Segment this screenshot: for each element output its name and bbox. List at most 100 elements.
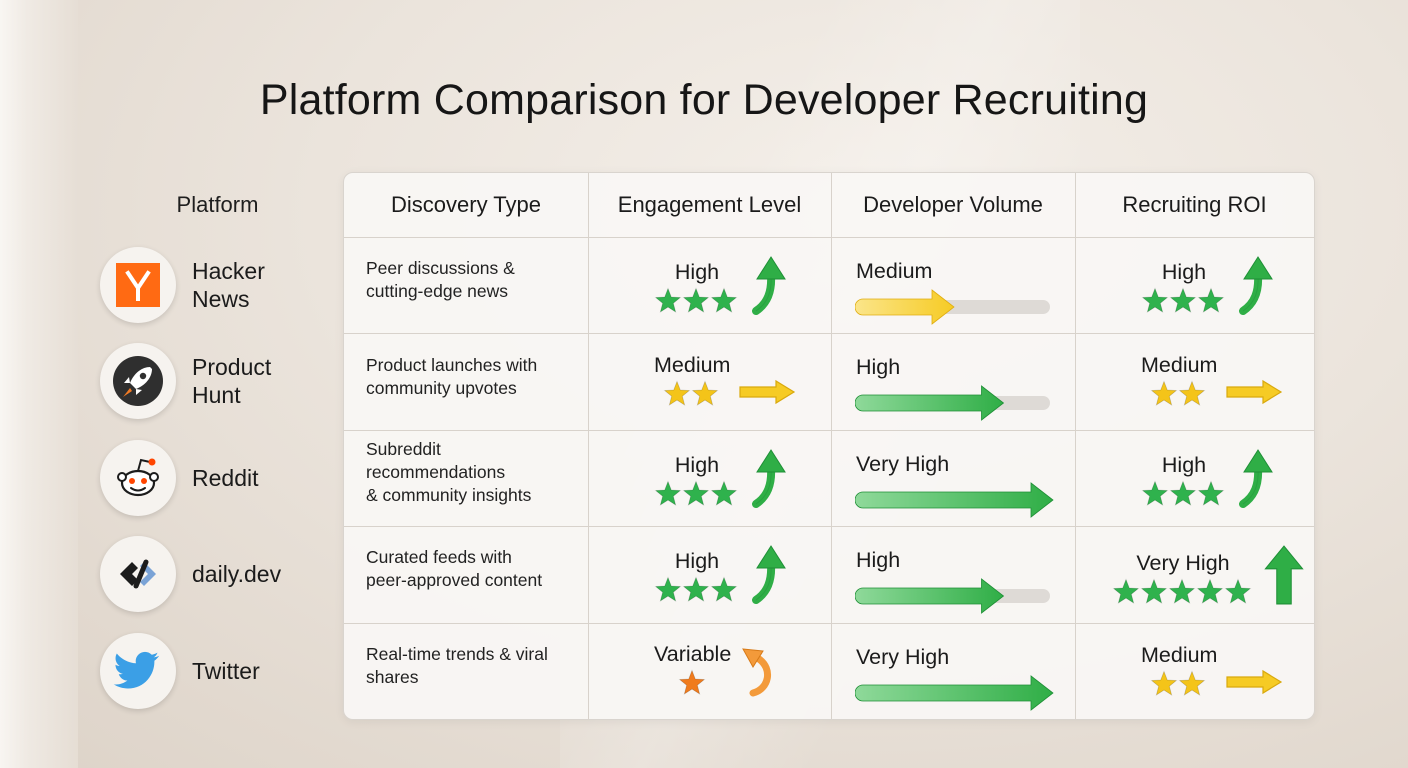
column-divider — [831, 173, 832, 719]
star-rating — [663, 380, 719, 407]
comparison-table: Discovery Type Engagement Level Developer … — [343, 172, 1315, 720]
discovery-line: Real-time trends & viral — [366, 643, 548, 664]
engagement-level-label: High — [674, 260, 720, 284]
engagement-level-label: Variable — [654, 641, 732, 666]
trend-arrow-up-icon — [1239, 448, 1273, 508]
trend-arrow-right-icon — [1226, 380, 1283, 405]
discovery-line: Subreddit — [366, 439, 441, 460]
star-rating — [654, 287, 738, 313]
star-icon — [1197, 480, 1225, 506]
star-icon — [1178, 669, 1206, 696]
volume-cell: High — [831, 526, 1075, 622]
star-rating — [654, 480, 738, 506]
roi-cell: Medium — [1075, 333, 1314, 429]
volume-level-label: High — [856, 548, 901, 573]
star-rating — [1141, 480, 1225, 506]
platform-item: daily.dev — [100, 534, 335, 614]
platform-name-line: Twitter — [192, 657, 260, 684]
volume-level-label: Very High — [856, 644, 950, 669]
platform-name: daily.dev — [192, 560, 302, 588]
discovery-line: peer-approved content — [366, 570, 543, 591]
platform-logo — [100, 247, 176, 323]
engagement-level-label: Medium — [654, 353, 731, 378]
platform-item: Hacker News — [100, 245, 335, 325]
star-rating — [1150, 669, 1206, 696]
engagement-level-label: High — [674, 452, 720, 477]
star-icon — [710, 576, 738, 603]
trend-arrow-right-icon — [739, 380, 796, 405]
platform-name-line: News — [192, 286, 250, 312]
platform-logo — [100, 439, 176, 516]
volume-fill-arrow — [855, 578, 1005, 615]
roi-cell: Medium — [1075, 623, 1314, 719]
trend-arrow-up-icon — [1239, 256, 1273, 315]
roi-level-label: High — [1161, 260, 1207, 284]
star-icon — [682, 576, 710, 603]
platform-name: Hacker News — [192, 257, 302, 313]
star-icon — [682, 287, 710, 313]
star-icon — [1141, 287, 1169, 313]
product-hunt-rocket-icon — [113, 356, 163, 407]
platform-name-line: Hunt — [192, 382, 241, 409]
volume-cell: High — [831, 333, 1075, 429]
row-divider — [344, 429, 1314, 431]
platform-name: Product Hunt — [192, 353, 302, 409]
platform-column-header: Platform — [176, 192, 259, 217]
volume-bar — [855, 578, 1050, 615]
star-rating — [1150, 380, 1206, 407]
engagement-cell: Medium — [588, 333, 831, 429]
engagement-cell: High — [588, 237, 831, 333]
platform-logo — [100, 632, 176, 709]
platform-name: Reddit — [192, 464, 302, 492]
volume-bar — [855, 481, 1054, 518]
discovery-line: community upvotes — [366, 377, 517, 398]
star-icon — [1178, 380, 1206, 407]
platform-name-line: Hacker — [192, 258, 265, 284]
star-icon — [663, 380, 691, 407]
discovery-type-cell: Real-time trends & viral shares — [366, 623, 586, 719]
platform-item: Reddit — [100, 438, 335, 518]
reddit-alien-icon — [117, 458, 159, 496]
column-header-discovery-type: Discovery Type — [391, 192, 541, 217]
platform-name-line: Product — [192, 354, 272, 381]
star-rating — [1112, 578, 1252, 605]
trend-arrow-up-icon — [752, 256, 786, 315]
roi-cell: Very High — [1075, 526, 1314, 622]
column-header-recruiting-roi: Recruiting ROI — [1122, 192, 1267, 217]
star-icon — [1112, 578, 1140, 605]
hacker-news-logo-icon — [116, 263, 160, 307]
roi-level-label: Very High — [1136, 551, 1230, 576]
roi-cell: High — [1075, 430, 1314, 526]
volume-fill-arrow — [855, 289, 955, 325]
trend-arrow-up-icon — [752, 448, 786, 508]
volume-fill-arrow — [855, 385, 1005, 422]
engagement-cell: High — [588, 430, 831, 526]
engagement-cell: High — [588, 526, 831, 622]
volume-bar — [855, 674, 1054, 711]
row-divider — [344, 526, 1314, 528]
discovery-type-cell: Curated feeds with peer-approved content — [366, 526, 586, 622]
volume-level-label: Medium — [856, 259, 933, 283]
star-icon — [1168, 578, 1196, 605]
column-divider — [1075, 173, 1076, 719]
discovery-line: Peer discussions & — [366, 258, 515, 279]
star-icon — [710, 480, 738, 506]
engagement-cell: Variable — [588, 623, 831, 719]
discovery-line: & community insights — [366, 485, 532, 506]
daily-dev-logo-icon — [120, 559, 156, 589]
star-rating — [678, 668, 706, 695]
discovery-line: cutting-edge news — [366, 281, 509, 302]
discovery-type-cell: Subreddit recommendations & community insi… — [366, 430, 586, 526]
row-divider — [344, 237, 1314, 238]
star-rating — [654, 576, 738, 603]
discovery-line: shares — [366, 666, 419, 687]
volume-fill-arrow — [855, 481, 1054, 518]
column-header-developer-volume: Developer Volume — [863, 192, 1043, 217]
star-icon — [1169, 287, 1197, 313]
star-icon — [654, 576, 682, 603]
twitter-bird-icon — [113, 651, 160, 689]
volume-cell: Medium — [831, 237, 1075, 333]
volume-cell: Very High — [831, 623, 1075, 719]
background-window-light — [0, 0, 78, 768]
star-icon — [1140, 578, 1168, 605]
